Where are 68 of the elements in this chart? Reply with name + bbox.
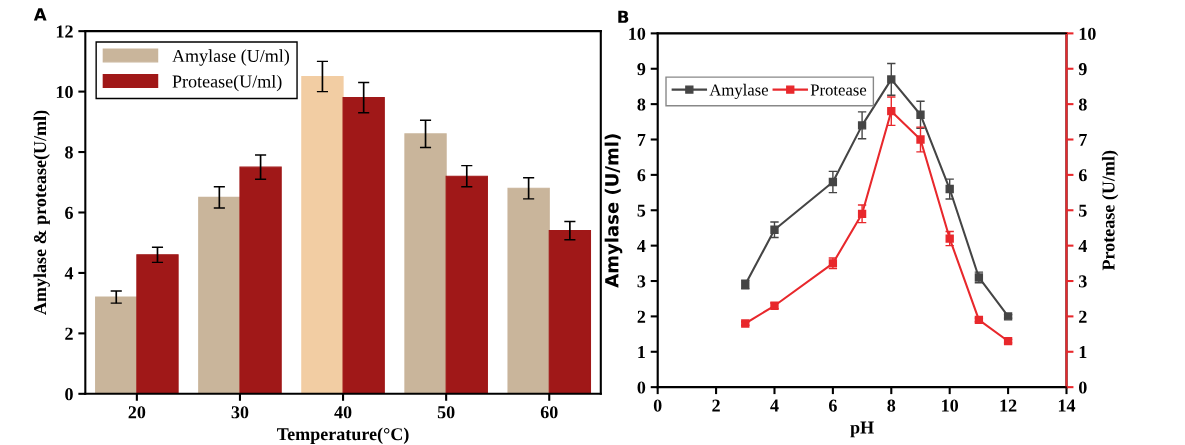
y-tick-label: 12 (56, 25, 73, 38)
x-tick-label: 40 (334, 406, 352, 419)
legend-label: Amylase (709, 83, 769, 100)
y-tick-label: 1 (638, 346, 645, 359)
y-tick-label: 7 (637, 133, 646, 146)
text: B (618, 10, 629, 23)
x-tick-label: 4 (770, 399, 779, 412)
y-tick-label: 4 (637, 240, 646, 252)
legend-label: Amylase (U/ml) (172, 49, 290, 66)
x-axis-title: pH (850, 421, 874, 438)
bar (507, 187, 550, 394)
y-tick-label: 10 (56, 85, 73, 99)
x-tick-label: 14 (1058, 399, 1076, 412)
legend-label: Protease(U/ml) (172, 74, 282, 92)
point (887, 75, 896, 84)
y2-tick-label: 4 (1078, 240, 1087, 252)
y-axis-title: Amylase (U/ml) (604, 134, 623, 288)
y-tick-label: 8 (637, 98, 646, 111)
y-tick-label: 2 (637, 310, 646, 323)
x-tick-label: 30 (231, 406, 249, 419)
x-axis-title: Temperature(°C) (277, 427, 409, 444)
bar (239, 166, 282, 394)
x-tick-label: 60 (540, 406, 558, 419)
point (770, 225, 779, 234)
y-axis-title: Amylase & protease(U/ml) (33, 110, 50, 315)
y-tick-label: 5 (637, 204, 646, 217)
y-tick-label: 6 (637, 169, 646, 182)
y2-tick-label: 10 (1079, 27, 1096, 40)
y2-tick-label: 2 (1079, 310, 1087, 323)
bar (95, 296, 138, 394)
y2-tick-label: 6 (1078, 169, 1087, 182)
bar (198, 196, 241, 394)
x-tick-label: 20 (128, 406, 146, 419)
y-tick-label: 0 (65, 388, 73, 401)
y-tick-label: 9 (637, 63, 646, 76)
point (945, 234, 954, 243)
bar (548, 230, 592, 394)
y-tick-label: 2 (65, 327, 73, 340)
x-tick-label: 2 (712, 399, 720, 412)
point (916, 110, 925, 119)
text: A (33, 8, 47, 21)
y-tick-label: 0 (637, 381, 646, 394)
bar (342, 97, 385, 394)
y2-tick-label: 3 (1078, 275, 1087, 288)
y2-tick-label: 5 (1079, 204, 1087, 217)
bar (445, 175, 488, 394)
x-tick-label: 8 (887, 399, 896, 412)
point (916, 135, 925, 144)
y2-tick-label: 7 (1079, 133, 1087, 146)
y-tick-label: 8 (65, 146, 73, 159)
x-tick-label: 12 (1000, 399, 1017, 412)
bar (404, 133, 447, 394)
legend-label: Protease (810, 84, 867, 96)
y2-axis-title: Protease (U/ml) (1101, 150, 1119, 271)
y2-tick-label: 9 (1078, 63, 1087, 76)
x-tick-label: 6 (828, 399, 837, 412)
x-tick-label: 10 (942, 399, 959, 412)
y-tick-label: 10 (629, 27, 646, 40)
x-tick-label: 50 (437, 406, 455, 419)
bar (136, 254, 179, 394)
y2-tick-label: 1 (1079, 346, 1087, 359)
y2-tick-label: 0 (1078, 381, 1087, 394)
y-tick-label: 4 (64, 267, 74, 280)
y-tick-label: 6 (65, 206, 73, 219)
bar (301, 75, 344, 394)
x-tick-label: 0 (653, 399, 662, 412)
y-tick-label: 3 (637, 275, 646, 288)
y2-tick-label: 8 (1078, 98, 1087, 111)
